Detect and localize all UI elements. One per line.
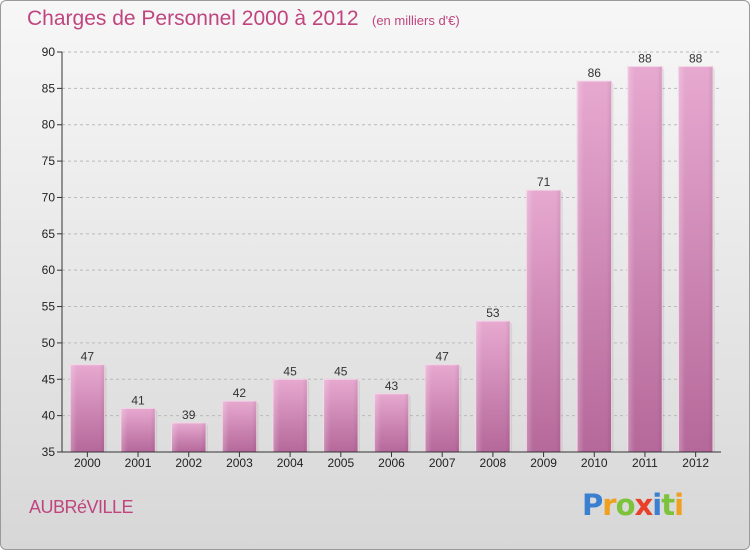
bar-value-label: 42 [233,386,247,400]
chart-title: Charges de Personnel 2000 à 2012 [27,7,359,30]
x-tick-label: 2006 [378,456,405,470]
bar-highlight [222,401,257,452]
x-tick-label: 2010 [581,456,608,470]
logo-letter: o [615,488,636,522]
bar-value-label: 88 [638,52,652,66]
bar-highlight [171,422,206,452]
grid-lines [62,51,721,417]
bar-value-label: 45 [334,364,348,378]
bars: 47 41 39 42 45 45 43 47 53 71 86 88 88 [69,52,715,453]
bar-highlight [323,379,359,452]
y-tick-label: 70 [42,190,56,204]
bar-highlight [272,379,308,452]
bar-value-label: 41 [131,393,145,407]
bar-value-label: 88 [689,52,703,66]
proxiti-logo: Proxiti [582,488,684,522]
x-tick-label: 2003 [226,456,253,470]
y-tick-label: 75 [42,154,56,168]
axes: 35 40 45 50 55 60 65 70 75 80 85 90 2000 2001 2002 2003… [42,45,721,470]
x-tick-label: 2008 [480,456,507,470]
logo-letter: i [652,488,662,522]
y-tick-label: 45 [42,372,56,386]
x-tick-label: 2001 [125,456,152,470]
x-tick-label: 2012 [682,456,709,470]
bar-highlight [70,364,105,452]
logo-letter: i [674,488,684,522]
y-tick-label: 65 [42,227,56,241]
bar-value-label: 53 [486,306,500,320]
bar-value-label: 45 [283,364,297,378]
y-tick-label: 35 [42,445,56,459]
y-tick-label: 40 [42,409,56,423]
y-tick-label: 50 [42,336,56,350]
x-tick-label: 2002 [175,456,202,470]
bar-highlight [424,364,460,452]
bar-highlight [374,393,409,452]
bar-value-label: 47 [81,350,95,364]
bar-highlight [120,408,156,452]
bar-highlight [526,190,561,452]
logo-letter: P [582,488,603,522]
x-tick-label: 2005 [327,456,354,470]
x-tick-label: 2007 [429,456,456,470]
town-name: AUBRéVILLE [29,497,134,517]
x-tick-label: 2000 [74,456,101,470]
bar-value-label: 71 [537,175,551,189]
chart-subtitle: (en milliers d'€) [372,13,460,28]
bar-value-label: 43 [385,379,399,393]
bar-value-label: 39 [182,408,196,422]
y-tick-label: 60 [42,263,56,277]
logo-letter: t [661,488,675,522]
y-tick-label: 80 [42,118,56,132]
bar-highlight [627,66,663,452]
x-tick-label: 2009 [530,456,557,470]
x-tick-label: 2004 [277,456,304,470]
y-tick-label: 55 [42,300,56,314]
y-tick-label: 85 [42,81,56,95]
bar-highlight [577,81,612,452]
y-tick-label: 90 [42,45,56,59]
x-tick-label: 2011 [632,456,658,470]
bar-value-label: 47 [436,350,450,364]
logo-letter: x [634,488,654,522]
bar-value-label: 86 [588,66,602,80]
bar-highlight [678,66,713,452]
logo-letter: r [602,488,616,522]
bar-highlight [475,321,511,452]
